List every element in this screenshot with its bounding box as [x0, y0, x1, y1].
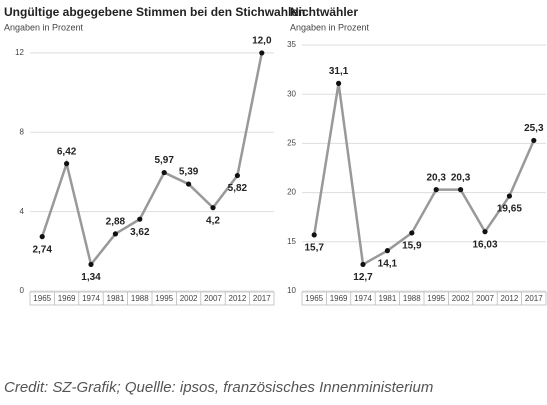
value-label: 12,0 — [252, 36, 272, 47]
x-tick-label: 1981 — [379, 294, 397, 303]
point — [311, 232, 317, 238]
point — [531, 137, 537, 144]
y-tick-label: 4 — [20, 207, 25, 216]
value-label: 12,7 — [353, 272, 373, 283]
point — [112, 231, 118, 237]
x-tick-label: 1981 — [107, 294, 125, 303]
value-label: 15,7 — [304, 243, 324, 254]
y-tick-label: 35 — [287, 40, 296, 49]
value-label: 4,2 — [206, 215, 220, 226]
point — [433, 187, 439, 193]
point — [360, 261, 366, 268]
point — [88, 261, 94, 268]
value-label: 20,3 — [426, 172, 446, 183]
y-tick-label: 8 — [20, 127, 25, 136]
x-tick-label: 2007 — [204, 294, 222, 303]
point — [482, 229, 488, 235]
x-tick-label: 1988 — [131, 294, 149, 303]
point — [161, 169, 167, 176]
point — [259, 50, 265, 56]
x-tick-label: 2002 — [452, 294, 470, 303]
y-tick-label: 30 — [287, 89, 296, 98]
chart-title: Nichtwähler — [290, 5, 358, 19]
value-label: 5,82 — [228, 183, 248, 194]
value-label: 2,74 — [32, 244, 52, 255]
point — [210, 205, 216, 211]
x-tick-label: 1995 — [427, 294, 445, 303]
x-tick-label: 2007 — [476, 294, 494, 303]
line-series — [312, 83, 535, 267]
credit: Credit: SZ-Grafik; Quellle: ipsos, franz… — [4, 379, 433, 396]
value-label: 15,9 — [402, 241, 422, 252]
x-tick-label: 1995 — [155, 294, 173, 303]
y-tick-label: 15 — [287, 237, 296, 246]
value-label: 2,88 — [106, 217, 126, 228]
value-label: 16,03 — [472, 239, 497, 250]
value-label: 20,3 — [451, 172, 471, 183]
point — [409, 230, 415, 236]
y-tick-label: 20 — [287, 188, 296, 197]
x-tick-label: 1965 — [305, 294, 323, 303]
point — [39, 234, 45, 240]
x-tick-label: 1969 — [58, 294, 76, 303]
x-tick-label: 2017 — [253, 294, 271, 303]
point — [336, 80, 342, 86]
x-tick-label: 1988 — [403, 294, 421, 303]
point — [137, 216, 143, 222]
x-tick-label: 1965 — [33, 294, 51, 303]
value-label: 5,39 — [179, 167, 199, 178]
point — [458, 187, 464, 193]
value-label: 3,62 — [130, 227, 150, 238]
value-label: 6,42 — [57, 146, 77, 157]
x-tick-label: 1974 — [82, 294, 100, 303]
y-tick-label: 25 — [287, 139, 296, 148]
y-tick-label: 12 — [15, 48, 24, 57]
x-tick-label: 2017 — [525, 294, 543, 303]
value-label: 19,65 — [497, 204, 522, 215]
value-label: 31,1 — [329, 66, 349, 77]
point — [234, 172, 240, 179]
value-label: 14,1 — [378, 258, 398, 269]
x-tick-label: 2012 — [501, 294, 519, 303]
chart-subtitle: Angaben in Prozent — [290, 22, 370, 32]
point — [506, 193, 512, 199]
point — [64, 161, 70, 167]
y-tick-label: 10 — [287, 286, 296, 295]
x-tick-label: 2012 — [229, 294, 247, 303]
x-tick-label: 2002 — [180, 294, 198, 303]
y-tick-label: 0 — [20, 286, 25, 295]
point — [186, 181, 192, 187]
line-series — [41, 52, 264, 268]
chart-title: Ungültige abgegebene Stimmen bei den Sti… — [4, 5, 305, 19]
value-label: 25,3 — [524, 123, 544, 134]
value-label: 5,97 — [154, 155, 174, 166]
x-tick-label: 1969 — [330, 294, 348, 303]
chart-subtitle: Angaben in Prozent — [4, 22, 84, 32]
value-label: 1,34 — [81, 272, 101, 283]
x-tick-label: 1974 — [354, 294, 372, 303]
point — [384, 248, 390, 254]
